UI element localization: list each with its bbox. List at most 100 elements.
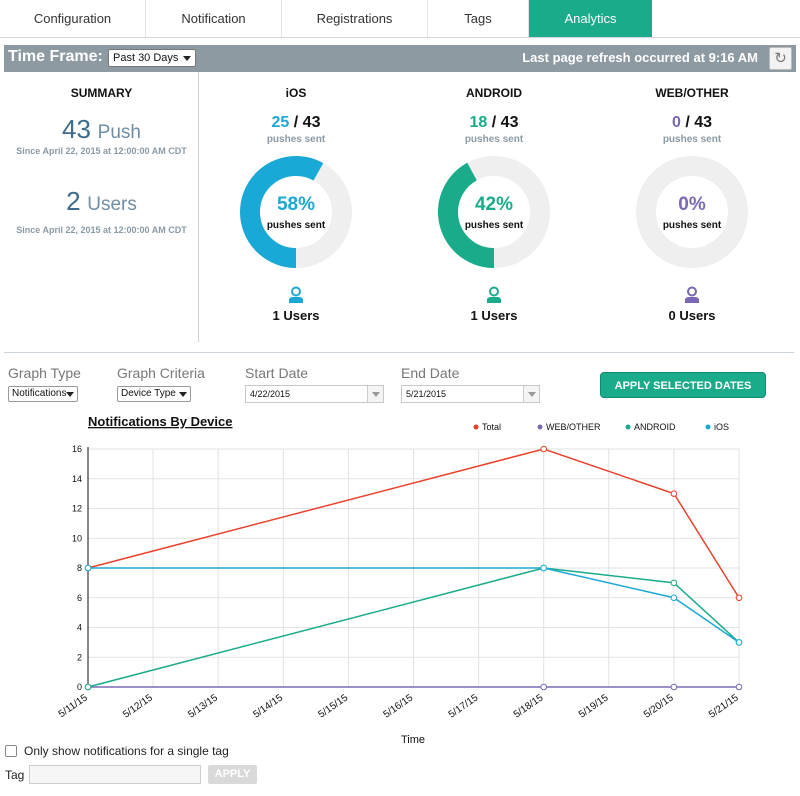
timeframe-value: Past 30 Days [113, 52, 179, 64]
data-point [540, 445, 548, 453]
chevron-down-icon [179, 392, 187, 397]
y-tick-label: 2 [77, 652, 82, 662]
y-tick-label: 10 [72, 533, 82, 543]
percent-value: 0% [678, 194, 706, 215]
legend-marker [537, 424, 543, 430]
push-total: 43 Push [4, 114, 199, 145]
donut-arc [438, 156, 550, 268]
data-point [735, 683, 743, 691]
users-unit: Users [87, 194, 137, 215]
y-tick-label: 8 [77, 563, 82, 573]
tab-notification[interactable]: Notification [146, 0, 282, 37]
pushes-total-value: 43 [500, 114, 519, 131]
section-divider [4, 352, 794, 353]
graph-criteria-label: Graph Criteria [117, 365, 205, 381]
platform-users: 1 Users [272, 308, 320, 323]
donut-arc [240, 156, 352, 268]
graph-type-value: Notifications [12, 388, 67, 399]
tag-apply-button[interactable]: APPLY [208, 765, 257, 784]
x-tick-label: 5/17/15 [447, 692, 481, 720]
tab-analytics[interactable]: Analytics [529, 0, 652, 37]
summary-panel: SUMMARY 43 Push Since April 22, 2015 at … [4, 72, 199, 342]
x-tick-label: 5/14/15 [251, 692, 285, 720]
platform-users: 1 Users [470, 308, 518, 323]
platform-title: iOS [285, 86, 307, 100]
x-tick-label: 5/16/15 [382, 692, 416, 720]
graph-type-label: Graph Type [8, 365, 81, 381]
tag-input[interactable] [29, 765, 201, 784]
start-date-input[interactable]: 4/22/2015 [245, 385, 384, 403]
y-tick-label: 6 [77, 593, 82, 603]
percent-label: pushes sent [266, 220, 326, 231]
notifications-chart: Notifications By Device 0 2 4 6 8 10 12 14 16 5/11… [57, 414, 743, 746]
user-icon [289, 286, 303, 303]
refresh-button[interactable]: ↻ [769, 47, 792, 70]
legend-entry: ANDROID [634, 422, 676, 432]
push-since: Since April 22, 2015 at 12:00:00 AM CDT [16, 146, 187, 156]
data-point [670, 579, 678, 587]
tag-label: Tag [5, 768, 25, 782]
single-tag-label: Only show notifications for a single tag [24, 744, 229, 758]
platform-title: WEB/OTHER [655, 86, 729, 100]
pushes-sent-label: pushes sent [662, 134, 722, 145]
push-count: 43 [62, 114, 91, 144]
chevron-down-icon[interactable] [367, 386, 383, 402]
x-axis-label: Time [401, 734, 425, 746]
data-point [735, 639, 743, 646]
apply-selected-dates-button[interactable]: APPLY SELECTED DATES [600, 372, 766, 398]
data-point [670, 490, 678, 497]
graph-type-select[interactable]: Notifications [8, 386, 78, 402]
end-date-value: 5/21/2015 [406, 389, 447, 399]
donut-chart [438, 156, 550, 268]
pushes-sent-count: 0 / 43 [622, 114, 762, 132]
y-tick-label: 16 [72, 444, 82, 454]
pushes-separator: / [491, 114, 497, 131]
platform-title: ANDROID [466, 86, 522, 100]
user-icon [685, 286, 699, 303]
pushes-sent-label: pushes sent [266, 134, 326, 145]
timeframe-bar: Time Frame: Past 30 Days Last page refre… [4, 45, 796, 72]
last-refresh-text: Last page refresh occurred at 9:16 AM [522, 50, 758, 65]
percent-label: pushes sent [662, 220, 722, 231]
end-date-label: End Date [401, 365, 460, 381]
users-total: 2 Users [4, 186, 199, 217]
legend-entry: Total [482, 422, 501, 432]
start-date-value: 4/22/2015 [250, 389, 291, 399]
x-tick-label: 5/20/15 [642, 692, 676, 720]
data-point [84, 683, 92, 691]
platform-web-other: WEB/OTHER 0 / 43 pushes sent 0% pushes s… [622, 72, 762, 342]
legend-marker [473, 424, 479, 430]
x-tick-label: 5/18/15 [512, 692, 546, 720]
pushes-total-value: 43 [694, 114, 713, 131]
refresh-icon: ↻ [774, 50, 787, 67]
series-line-ios [88, 567, 740, 643]
data-point [670, 683, 678, 691]
data-point [670, 594, 678, 602]
pushes-sent-count: 18 / 43 [424, 114, 564, 132]
y-tick-label: 14 [72, 474, 82, 484]
pushes-sent-count: 25 / 43 [226, 114, 366, 132]
timeframe-label: Time Frame: [8, 48, 103, 65]
legend-entry: WEB/OTHER [546, 422, 601, 432]
timeframe-select[interactable]: Past 30 Days [108, 49, 196, 67]
summary-title: SUMMARY [70, 86, 133, 100]
graph-criteria-select[interactable]: Device Type [117, 386, 191, 402]
tab-registrations[interactable]: Registrations [282, 0, 428, 37]
legend-marker [625, 424, 631, 430]
x-tick-label: 5/15/15 [316, 692, 350, 720]
percent-value: 42% [474, 194, 514, 215]
push-unit: Push [97, 122, 141, 143]
tab-configuration[interactable]: Configuration [0, 0, 146, 37]
single-tag-checkbox[interactable] [5, 745, 17, 757]
data-point [735, 594, 743, 602]
tab-bar: Configuration Notification Registrations… [0, 0, 800, 38]
x-tick-label: 5/12/15 [121, 692, 155, 720]
y-tick-label: 0 [77, 682, 82, 692]
tab-tags[interactable]: Tags [428, 0, 529, 37]
end-date-input[interactable]: 5/21/2015 [401, 385, 540, 403]
x-tick-label: 5/21/15 [707, 692, 741, 720]
pushes-separator: / [293, 114, 299, 131]
chevron-down-icon[interactable] [523, 386, 539, 402]
chevron-down-icon [183, 56, 191, 61]
pushes-sent-label: pushes sent [464, 134, 524, 145]
